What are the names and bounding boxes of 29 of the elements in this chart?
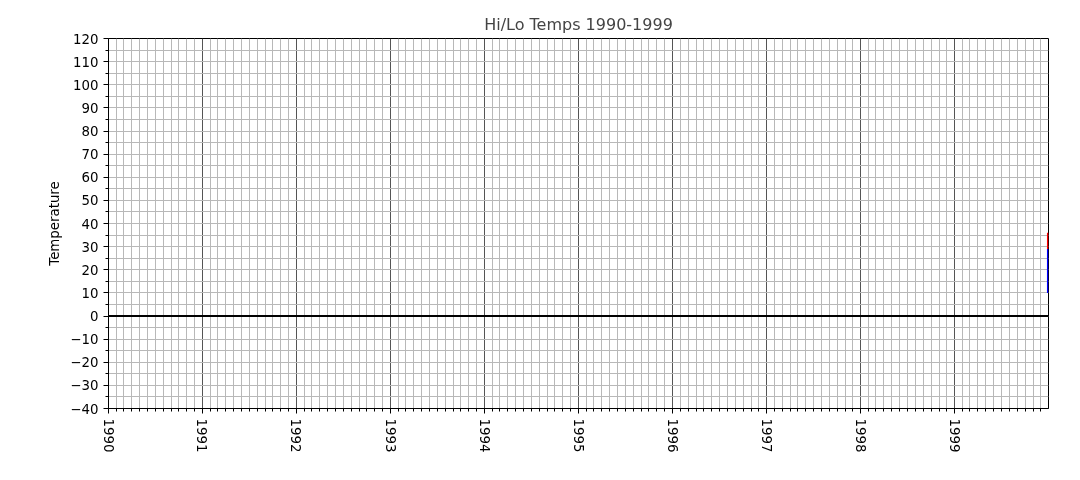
y-tick-label: 0 <box>90 309 99 324</box>
chart-title: Hi/Lo Temps 1990-1999 <box>484 14 673 34</box>
x-tick-label: 1995 <box>570 418 586 453</box>
y-tick-label: −30 <box>70 378 99 394</box>
x-tick-label: 1996 <box>664 418 680 453</box>
y-tick-label: 110 <box>73 54 99 70</box>
x-tick-label: 1990 <box>100 418 116 453</box>
y-tick-label: 80 <box>81 124 99 139</box>
y-tick-label: −10 <box>70 332 99 348</box>
y-tick-label: −20 <box>70 355 99 371</box>
y-tick-label: 30 <box>81 239 99 255</box>
y-axis-title: Temperature <box>47 181 63 267</box>
y-tick-label: −40 <box>70 401 99 417</box>
y-tick-label: 20 <box>81 262 99 278</box>
y-tick-label: 120 <box>73 31 99 47</box>
y-tick-label: 90 <box>81 100 99 116</box>
x-tick-label: 1998 <box>852 418 868 453</box>
y-tick-label: 50 <box>81 193 99 209</box>
x-tick-label: 1997 <box>758 418 774 453</box>
x-tick-label: 1993 <box>382 418 398 453</box>
x-tick-label: 1992 <box>288 418 304 453</box>
x-tick-label: 1994 <box>476 418 492 453</box>
y-tick-label: 70 <box>81 147 99 163</box>
x-tick-label: 1991 <box>194 418 210 453</box>
y-tick-label: 40 <box>81 216 99 232</box>
y-tick-label: 100 <box>73 77 99 93</box>
y-tick-label: 60 <box>81 170 99 186</box>
y-tick-label: 10 <box>81 285 99 301</box>
x-tick-label: 1999 <box>946 418 962 453</box>
